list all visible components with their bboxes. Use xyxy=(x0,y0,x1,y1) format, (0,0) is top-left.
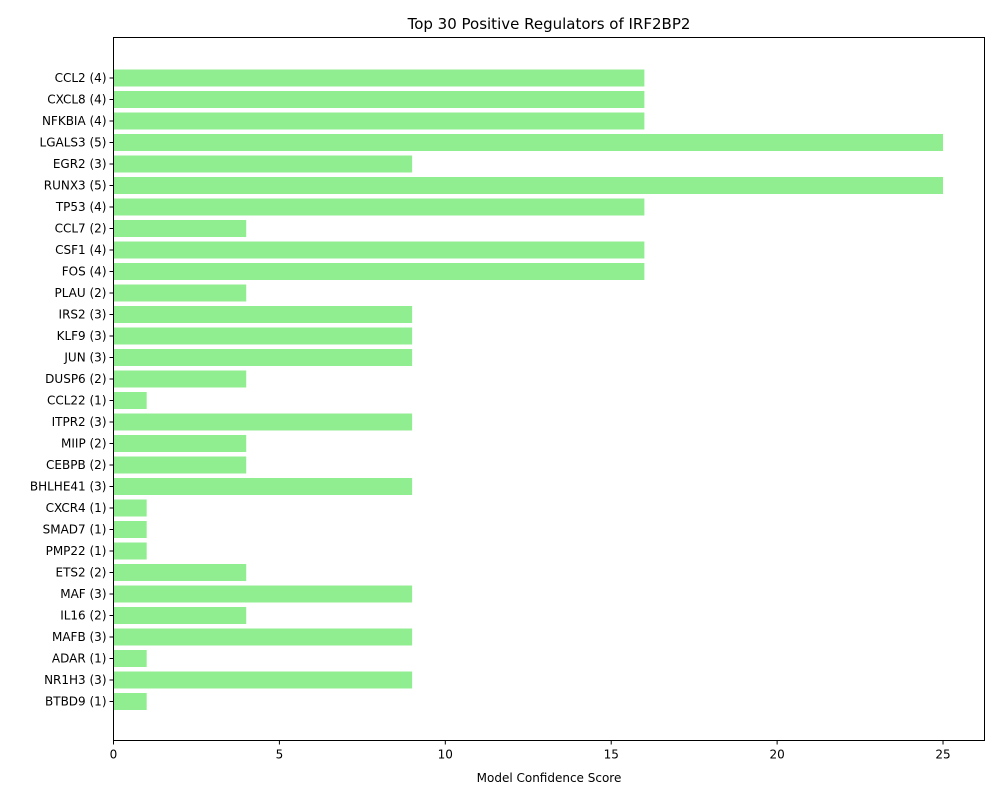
bar xyxy=(113,112,645,130)
bar xyxy=(113,671,413,689)
y-tick-label: IRS2 (3) xyxy=(59,308,107,322)
bar xyxy=(113,284,247,302)
y-tick-label: ADAR (1) xyxy=(52,652,107,666)
bar xyxy=(113,349,413,366)
x-axis-label: Model Confidence Score xyxy=(477,771,622,785)
bar xyxy=(113,650,147,667)
y-tick-label: BTBD9 (1) xyxy=(45,695,106,709)
y-tick-label: MAF (3) xyxy=(60,587,106,601)
bar xyxy=(113,392,147,409)
bar xyxy=(113,542,147,560)
bar xyxy=(113,435,247,452)
x-tick-label: 0 xyxy=(110,748,118,762)
x-axis-ticks: 0 5 10 15 20 25 xyxy=(110,740,951,762)
y-tick-label: JUN (3) xyxy=(63,351,106,365)
y-tick-label: BHLHE41 (3) xyxy=(30,480,107,494)
bar xyxy=(113,198,645,216)
y-tick-label: PLAU (2) xyxy=(54,286,106,300)
bars-group xyxy=(113,69,944,710)
y-tick-label: DUSP6 (2) xyxy=(45,372,106,386)
y-tick-label: KLF9 (3) xyxy=(57,329,107,343)
bar xyxy=(113,607,247,624)
y-tick-label: TP53 (4) xyxy=(55,200,107,214)
y-tick-label: RUNX3 (5) xyxy=(44,179,107,193)
y-tick-label: CXCL8 (4) xyxy=(47,93,106,107)
y-axis-ticks: CCL2 (4) CXCL8 (4) NFKBIA (4) LGALS3 (5) EGR… xyxy=(30,71,114,709)
y-tick-label: CEBPB (2) xyxy=(46,458,106,472)
x-tick-label: 20 xyxy=(769,748,784,762)
bar xyxy=(113,69,645,87)
bar xyxy=(113,478,413,495)
y-tick-label: MIIP (2) xyxy=(61,437,106,451)
chart-title: Top 30 Positive Regulators of IRF2BP2 xyxy=(407,15,691,33)
bar xyxy=(113,155,413,173)
y-tick-label: LGALS3 (5) xyxy=(40,136,107,150)
bar xyxy=(113,456,247,474)
y-tick-label: NFKBIA (4) xyxy=(42,114,107,128)
y-tick-label: SMAD7 (1) xyxy=(43,523,107,537)
bar xyxy=(113,693,147,710)
x-tick-label: 15 xyxy=(604,748,619,762)
bar xyxy=(113,220,247,237)
y-tick-label: CCL2 (4) xyxy=(55,71,107,85)
y-tick-label: ETS2 (2) xyxy=(56,566,107,580)
bar xyxy=(113,628,413,646)
bar xyxy=(113,499,147,517)
y-tick-label: ITPR2 (3) xyxy=(52,415,107,429)
bar xyxy=(113,263,645,280)
bar xyxy=(113,241,645,259)
bar xyxy=(113,413,413,431)
y-tick-label: FOS (4) xyxy=(62,265,107,279)
y-tick-label: NR1H3 (3) xyxy=(44,673,106,687)
bar xyxy=(113,177,944,194)
bar xyxy=(113,91,645,108)
x-tick-label: 5 xyxy=(276,748,284,762)
bar xyxy=(113,134,944,151)
bar xyxy=(113,564,247,581)
bar xyxy=(113,370,247,388)
y-tick-label: EGR2 (3) xyxy=(53,157,107,171)
y-tick-label: PMP22 (1) xyxy=(46,544,107,558)
y-tick-label: CXCR4 (1) xyxy=(46,501,107,515)
y-tick-label: CCL7 (2) xyxy=(55,222,107,236)
y-tick-label: CCL22 (1) xyxy=(47,394,107,408)
bar xyxy=(113,306,413,323)
x-tick-label: 10 xyxy=(438,748,453,762)
plot-frame xyxy=(113,37,985,741)
bar xyxy=(113,327,413,345)
y-tick-label: CSF1 (4) xyxy=(55,243,106,257)
bar xyxy=(113,521,147,538)
x-tick-label: 25 xyxy=(935,748,950,762)
bar xyxy=(113,585,413,603)
y-tick-label: IL16 (2) xyxy=(60,609,106,623)
y-tick-label: MAFB (3) xyxy=(52,630,107,644)
